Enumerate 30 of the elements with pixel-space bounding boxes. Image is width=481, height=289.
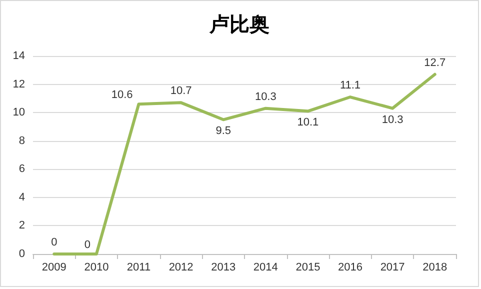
y-tick-label: 4 [18, 191, 25, 204]
y-tick-label: 14 [12, 50, 25, 62]
x-tick-label: 2012 [168, 262, 194, 274]
x-tick-label: 2011 [126, 262, 151, 274]
x-tick-label: 2016 [338, 262, 362, 274]
x-tick-label: 2018 [422, 262, 448, 274]
data-label: 10.3 [382, 114, 404, 126]
data-label: 11.1 [340, 80, 361, 92]
y-tick-label: 8 [18, 134, 25, 147]
data-label: 10.6 [111, 89, 133, 102]
y-tick-label: 0 [18, 248, 25, 260]
x-tick-label: 2010 [84, 262, 109, 274]
x-tick-label: 2014 [253, 262, 278, 274]
data-label: 9.5 [216, 125, 231, 138]
x-tick-label: 2013 [211, 262, 236, 274]
x-tick-label: 2009 [42, 262, 66, 274]
data-label: 0 [51, 236, 58, 248]
data-label: 10.3 [254, 90, 276, 103]
data-label: 10.1 [297, 116, 319, 129]
data-label: 10.7 [170, 85, 192, 98]
y-tick-label: 12 [12, 78, 25, 90]
x-tick-label: 2015 [296, 262, 320, 274]
y-tick-label: 6 [18, 163, 25, 176]
chart-title: 卢比奥 [208, 12, 270, 36]
y-tick-label: 10 [12, 106, 25, 119]
x-tick-label: 2017 [380, 262, 405, 274]
data-label: 12.7 [424, 56, 446, 69]
line-series [52, 72, 436, 256]
data-label: 0 [84, 239, 90, 251]
y-tick-label: 2 [18, 220, 25, 232]
